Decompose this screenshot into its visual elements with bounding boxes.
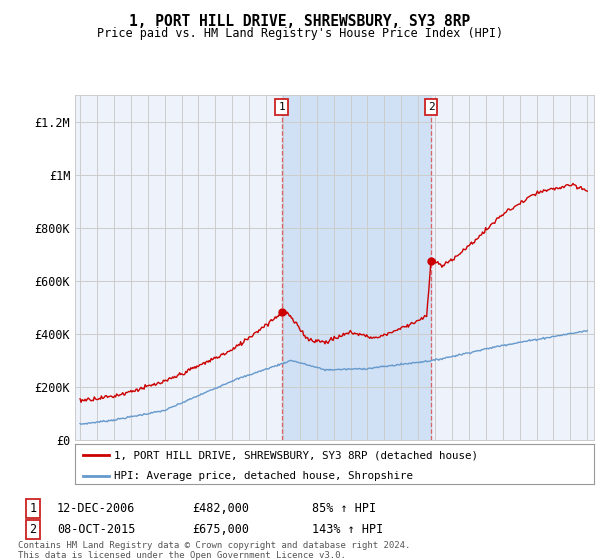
Text: £482,000: £482,000 xyxy=(192,502,249,515)
Text: 85% ↑ HPI: 85% ↑ HPI xyxy=(312,502,376,515)
Text: Contains HM Land Registry data © Crown copyright and database right 2024.
This d: Contains HM Land Registry data © Crown c… xyxy=(18,541,410,560)
Text: 1, PORT HILL DRIVE, SHREWSBURY, SY3 8RP (detached house): 1, PORT HILL DRIVE, SHREWSBURY, SY3 8RP … xyxy=(114,450,478,460)
Text: 12-DEC-2006: 12-DEC-2006 xyxy=(57,502,136,515)
Text: 2: 2 xyxy=(29,522,37,536)
Text: £675,000: £675,000 xyxy=(192,522,249,536)
Text: 143% ↑ HPI: 143% ↑ HPI xyxy=(312,522,383,536)
Text: 08-OCT-2015: 08-OCT-2015 xyxy=(57,522,136,536)
Text: 1: 1 xyxy=(29,502,37,515)
Bar xyxy=(281,95,431,440)
Text: 1, PORT HILL DRIVE, SHREWSBURY, SY3 8RP: 1, PORT HILL DRIVE, SHREWSBURY, SY3 8RP xyxy=(130,14,470,29)
Text: HPI: Average price, detached house, Shropshire: HPI: Average price, detached house, Shro… xyxy=(114,470,413,480)
Text: 2: 2 xyxy=(428,102,434,112)
Text: Price paid vs. HM Land Registry's House Price Index (HPI): Price paid vs. HM Land Registry's House … xyxy=(97,27,503,40)
Text: 1: 1 xyxy=(278,102,285,112)
